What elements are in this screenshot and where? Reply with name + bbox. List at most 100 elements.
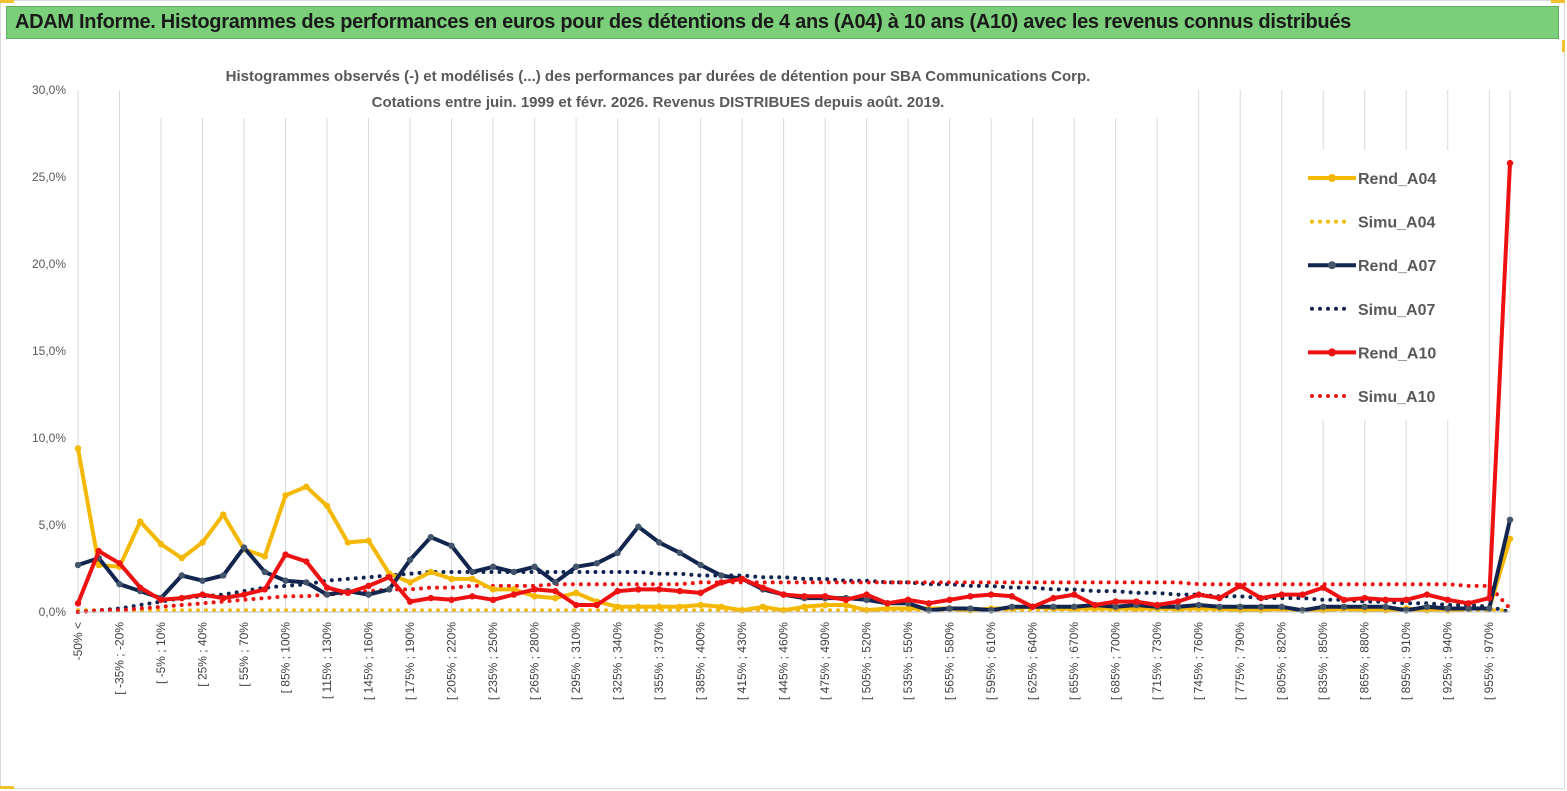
y-tick-label: 0,0% xyxy=(39,605,67,619)
data-point-rend_a04 xyxy=(655,603,663,610)
data-point-rend_a04 xyxy=(884,605,891,612)
data-point-rend_a04 xyxy=(74,445,82,452)
data-point-rend_a07 xyxy=(74,561,82,569)
data-point-rend_a04 xyxy=(137,518,144,525)
data-point-rend_a04 xyxy=(261,553,268,560)
data-point-rend_a07 xyxy=(199,577,206,584)
chart-subtitle-line-2: Cotations entre juin. 1999 et févr. 2026… xyxy=(372,94,945,111)
data-point-rend_a04 xyxy=(365,537,372,544)
data-point-rend_a10 xyxy=(780,591,787,598)
data-point-rend_a10 xyxy=(1257,594,1265,602)
data-point-rend_a04 xyxy=(406,579,414,586)
data-point-rend_a10 xyxy=(137,584,144,591)
x-tick-label: [ 535% ; 550% xyxy=(901,622,915,700)
data-point-rend_a04 xyxy=(552,594,559,602)
data-point-rend_a04 xyxy=(448,575,455,583)
data-point-rend_a07 xyxy=(1278,603,1285,610)
data-point-rend_a07 xyxy=(1237,603,1244,610)
data-point-rend_a04 xyxy=(1506,535,1514,543)
data-point-rend_a10 xyxy=(1008,593,1016,600)
y-tick-label: 25,0% xyxy=(32,170,66,184)
data-point-rend_a07 xyxy=(303,579,310,586)
data-point-rend_a07 xyxy=(282,577,289,584)
data-point-rend_a07 xyxy=(946,605,953,612)
data-point-rend_a07 xyxy=(552,579,559,586)
data-point-rend_a10 xyxy=(74,600,82,607)
data-point-rend_a04 xyxy=(718,603,725,610)
data-point-rend_a07 xyxy=(635,523,642,530)
data-point-rend_a07 xyxy=(261,568,268,576)
data-point-rend_a07 xyxy=(365,591,372,598)
data-point-rend_a10 xyxy=(1486,594,1493,602)
data-point-rend_a04 xyxy=(572,589,580,597)
data-point-rend_a07 xyxy=(1340,603,1348,610)
data-point-rend_a04 xyxy=(344,539,351,546)
data-point-rend_a10 xyxy=(987,591,995,598)
x-tick-label: [ -35% ; -20% xyxy=(113,622,127,695)
data-point-rend_a07 xyxy=(655,539,663,546)
data-point-rend_a10 xyxy=(1070,591,1078,598)
data-point-rend_a04 xyxy=(801,603,808,610)
data-point-rend_a07 xyxy=(427,533,435,541)
data-point-rend_a10 xyxy=(572,601,580,609)
subtitle-background xyxy=(150,56,1168,118)
data-point-rend_a04 xyxy=(95,561,102,569)
data-point-rend_a07 xyxy=(178,572,185,579)
y-tick-label: 10,0% xyxy=(32,431,66,445)
data-point-rend_a10 xyxy=(1216,594,1223,602)
x-tick-label: [ 415% ; 430% xyxy=(735,622,749,700)
x-tick-label: [ 565% ; 580% xyxy=(943,622,957,700)
corner-mark-top-right xyxy=(1551,0,1565,3)
data-point-rend_a07 xyxy=(676,549,684,557)
corner-mark-right-edge xyxy=(1562,40,1565,52)
data-point-rend_a07 xyxy=(1506,516,1514,523)
data-point-rend_a07 xyxy=(1174,603,1182,610)
legend-label: Rend_A04 xyxy=(1358,171,1436,188)
y-tick-label: 5,0% xyxy=(39,518,67,532)
x-tick-label: -50% < xyxy=(71,622,85,660)
x-tick-label: [ 25% ; 40% xyxy=(196,622,210,687)
x-tick-label: [ 505% ; 520% xyxy=(860,622,874,700)
data-point-rend_a10 xyxy=(1320,584,1327,591)
x-tick-label: [ 805% ; 820% xyxy=(1275,622,1289,700)
data-point-rend_a04 xyxy=(489,586,497,593)
data-point-rend_a10 xyxy=(178,594,185,602)
data-point-rend_a04 xyxy=(676,603,684,610)
data-point-rend_a10 xyxy=(1112,598,1119,605)
x-tick-label: [ 955% ; 970% xyxy=(1482,622,1496,700)
chart-legend: Rend_A04 Simu_A04 Rend_A07 Simu_A07 Rend_A10… xyxy=(1296,150,1450,420)
x-tick-label: [ 115% ; 130% xyxy=(320,622,334,699)
data-point-rend_a04 xyxy=(220,511,227,518)
data-point-rend_a10 xyxy=(801,593,808,600)
data-point-rend_a10 xyxy=(1382,596,1389,604)
data-point-rend_a10 xyxy=(697,589,704,597)
data-point-rend_a07 xyxy=(1444,605,1451,612)
data-point-rend_a10 xyxy=(1403,596,1410,604)
x-tick-label: [ 55% ; 70% xyxy=(237,622,251,687)
data-point-rend_a10 xyxy=(676,587,684,595)
data-point-rend_a10 xyxy=(531,586,538,593)
x-tick-label: [ 865% ; 880% xyxy=(1358,622,1372,700)
data-point-rend_a10 xyxy=(448,596,455,604)
legend-label: Simu_A04 xyxy=(1358,215,1435,232)
data-point-rend_a07 xyxy=(1361,603,1368,610)
data-point-rend_a10 xyxy=(614,587,621,595)
data-point-rend_a07 xyxy=(1216,603,1223,610)
data-point-rend_a10 xyxy=(904,596,912,604)
series-line-rend_a04 xyxy=(76,448,1512,613)
corner-mark-top-left xyxy=(0,0,14,3)
data-point-rend_a07 xyxy=(531,563,538,570)
data-point-rend_a07 xyxy=(697,561,704,569)
data-point-rend_a04 xyxy=(469,575,476,583)
data-point-rend_a04 xyxy=(323,502,331,510)
y-tick-label: 15,0% xyxy=(32,344,66,358)
data-point-rend_a10 xyxy=(925,600,933,607)
data-point-rend_a10 xyxy=(489,596,497,604)
data-point-rend_a10 xyxy=(718,579,725,586)
data-point-rend_a10 xyxy=(967,593,974,600)
data-point-rend_a10 xyxy=(655,586,663,593)
x-tick-label: [ 85% ; 100% xyxy=(279,622,293,694)
data-point-rend_a04 xyxy=(427,568,435,576)
data-point-rend_a04 xyxy=(178,554,185,562)
